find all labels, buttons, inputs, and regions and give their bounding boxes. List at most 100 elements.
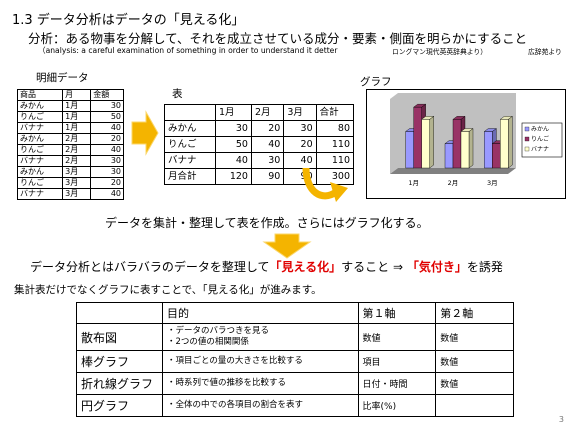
raw-cell: りんご [16,177,64,189]
page-number: 3 [558,415,564,424]
legend-swatch [524,146,530,152]
legend-swatch [524,136,530,142]
down-arrow-icon [262,233,312,259]
table-row: みかん 3月 30 [16,166,124,178]
raw-cell: 30 [90,155,124,167]
x-tick-label: 2月 [448,179,459,187]
raw-cell: 30 [90,100,124,112]
agg-cell: 30 [250,152,285,169]
agg-cell: バナナ [164,152,216,169]
raw-data-table: 商品月金額 みかん 1月 30 りんご 1月 50 バナナ 1月 40 みかん 2月 20 りんご 2月 40… [16,89,124,200]
agg-cell: りんご [164,136,216,153]
raw-cell: 40 [90,122,124,134]
table-row: 円グラフ ・全体の中での各項目の割合を表す 比率(%) [76,394,514,417]
raw-cell: みかん [16,133,64,145]
conclusion-text: データ分析とはバラバラのデータを整理して「見える化」すること ⇒ 「気付き」を誘… [30,258,503,275]
agg-cell: 90 [250,168,285,185]
raw-cell: りんご [16,144,64,156]
raw-cell: 20 [90,133,124,145]
axis2-cell: 数値 [435,323,514,351]
chart-type-purpose: ・項目ごとの量の大きさを比較する [161,350,359,373]
matrix-header-cell: 第１軸 [357,302,437,324]
chart-type-purpose: ・時系列で値の推移を比較する [161,372,359,395]
axis2-cell: 数値 [435,372,514,395]
table-row: 月合計 120 90 90 300 [164,168,355,185]
matrix-header-cell: 第２軸 [435,302,514,324]
raw-header-row: 商品月金額 [16,89,124,101]
raw-header-cell: 月 [62,89,92,101]
agg-cell: 80 [315,120,355,137]
bar-2-2 [499,115,513,169]
raw-cell: 1月 [62,122,92,134]
agg-header-cell: 1月 [214,104,252,121]
table-row: バナナ 2月 30 [16,155,124,167]
agg-cell: 110 [315,136,355,153]
raw-data-label: 明細データ [36,72,89,84]
raw-cell: 3月 [62,188,92,200]
agg-cell: 50 [214,136,252,153]
conclusion-part1: データ分析とはバラバラのデータを整理して [30,260,270,274]
raw-header-cell: 商品 [16,89,64,101]
table-row: りんご 3月 20 [16,177,124,189]
agg-cell: 40 [250,136,285,153]
raw-cell: 1月 [62,100,92,112]
legend-label: バナナ [531,146,549,153]
chart-floor [390,168,516,174]
raw-cell: 3月 [62,177,92,189]
source-ja: ロングマン現代英英辞典より） [392,48,488,56]
agg-cell: 30 [214,120,252,137]
purpose-line: ・項目ごとの量の大きさを比較する [166,356,303,366]
raw-cell: 3月 [62,166,92,178]
axis2-cell: 数値 [435,350,514,373]
source-ja2: 広辞苑より [528,48,562,56]
conclusion-em1: 「見える化」 [269,260,342,274]
agg-header-cell [164,104,216,121]
bar-0-2 [421,115,435,169]
agg-header-cell: 2月 [250,104,285,121]
raw-cell: 30 [90,166,124,178]
page-title: 1.3 データ分析はデータの「見える化」 [12,13,245,28]
raw-cell: バナナ [16,188,64,200]
legend-swatch [524,126,530,132]
chart-label: グラフ [360,76,392,88]
matrix-header-cell: 目的 [161,302,359,324]
raw-cell: みかん [16,166,64,178]
table-row: バナナ 1月 40 [16,122,124,134]
table-row: りんご 1月 50 [16,111,124,123]
raw-cell: 40 [90,144,124,156]
table-row: 折れ線グラフ ・時系列で値の推移を比較する 日付・時間 数値 [76,372,514,395]
agg-header-row: 1月 2月 3月 合計 [164,104,355,121]
bar-1-2 [460,128,474,169]
raw-cell: 50 [90,111,124,123]
matrix-header-row: 目的 第１軸 第２軸 [76,302,514,324]
summary-text: データを集計・整理して表を作成。さらにはグラフ化する。 [105,216,429,230]
summary-table: 1月 2月 3月 合計 みかん 30 20 30 80 りんご 50 40 20 110 バナナ 40 30 40… [164,104,355,185]
table-row: 散布図 ・データのバラつきを見る ・2つの値の相関関係 数値 数値 [76,323,514,351]
chart-type-name: 棒グラフ [76,350,163,373]
axis2-cell [435,394,514,417]
x-tick-label: 1月 [408,179,419,187]
definition-text: 分析：ある物事を分解して、それを成立させている成分・要素・側面を明らかにすること [28,31,528,46]
table-row: バナナ 3月 40 [16,188,124,200]
purpose-line: ・時系列で値の推移を比較する [166,378,286,388]
agg-cell: 月合計 [164,168,216,185]
table-row: バナナ 40 30 40 110 [164,152,355,169]
raw-cell: 20 [90,177,124,189]
source-en: （analysis: a careful examination of some… [38,46,338,55]
table-row: みかん 1月 30 [16,100,124,112]
agg-cell: みかん [164,120,216,137]
chart-type-name: 円グラフ [76,394,163,417]
matrix-header-cell [76,302,163,324]
table-row: りんご 2月 40 [16,144,124,156]
agg-cell: 20 [283,136,317,153]
agg-header-cell: 3月 [283,104,317,121]
purpose-line: ・全体の中での各項目の割合を表す [166,400,303,410]
raw-cell: 2月 [62,155,92,167]
conclusion-em2: 「気付き」 [406,260,467,274]
table-row: みかん 30 20 30 80 [164,120,355,137]
curved-arrow-icon [302,167,348,202]
chart-type-name: 折れ線グラフ [76,372,163,395]
table-row: りんご 50 40 20 110 [164,136,355,153]
raw-cell: 1月 [62,111,92,123]
